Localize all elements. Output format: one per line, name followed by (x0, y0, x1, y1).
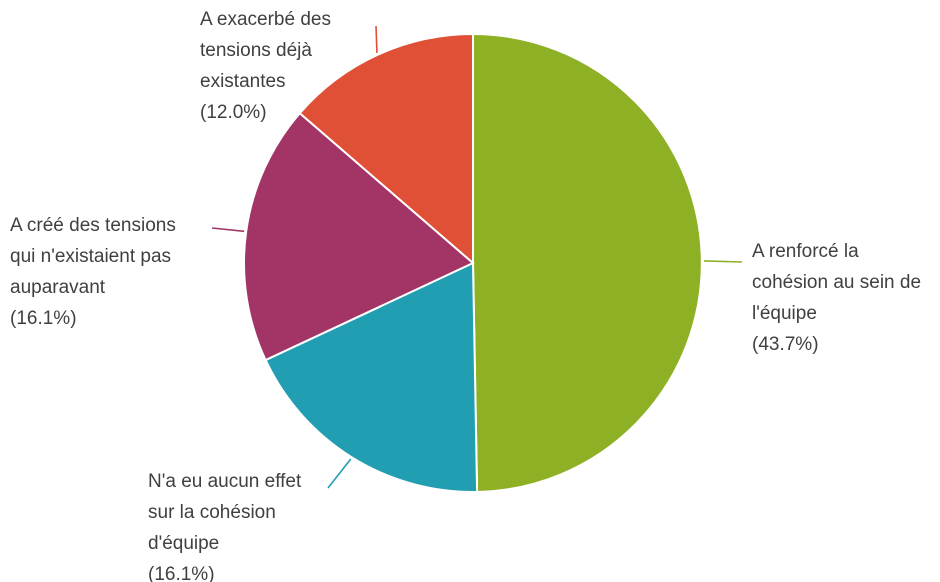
slice-value-label: (16.1%) (10, 308, 77, 329)
slice-label-line: N'a eu aucun effet (148, 471, 302, 492)
slice-label-renforce-cohesion: A renforcé la cohésion au sein de l'équi… (752, 236, 921, 360)
slice-label-aucun-effet: N'a eu aucun effet sur la cohésion d'équ… (148, 466, 301, 582)
pie-slice-aucun-effet (264, 261, 479, 493)
pie-slice-tensions-exacerbees (298, 32, 474, 266)
slice-label-line: existantes (200, 71, 286, 92)
leader-line-tensions-nouvelles (211, 227, 245, 233)
slice-label-line: qui n'existaient pas (10, 246, 172, 267)
pie-slice-tensions-nouvelles (243, 111, 475, 362)
pie-slices (243, 32, 703, 493)
slice-label-line: sur la cohésion (148, 502, 276, 523)
leader-line-aucun-effet (327, 458, 352, 489)
slice-value-label: (16.1%) (148, 564, 215, 582)
pie-slice-renforce-cohesion (472, 32, 703, 493)
slice-value-label: (12.0%) (200, 102, 267, 123)
leader-lines (211, 25, 743, 489)
slice-label-tensions-exacerbees: A exacerbé des tensions déjà existantes … (200, 4, 331, 128)
slice-label-line: tensions déjà (200, 40, 312, 61)
slice-label-tensions-nouvelles: A créé des tensions qui n'existaient pas… (10, 210, 176, 334)
slice-label-line: d'équipe (148, 533, 220, 554)
slice-label-line: A créé des tensions (10, 215, 176, 236)
slice-label-line: auparavant (10, 277, 106, 298)
slice-label-line: A exacerbé des (200, 9, 331, 30)
slice-value-label: (43.7%) (752, 334, 819, 355)
slice-label-line: A renforcé la (752, 241, 859, 262)
leader-line-tensions-exacerbees (375, 25, 378, 53)
slice-label-line: cohésion au sein de (752, 272, 922, 293)
slice-label-line: l'équipe (752, 303, 817, 324)
leader-line-renforce-cohesion (703, 260, 743, 263)
